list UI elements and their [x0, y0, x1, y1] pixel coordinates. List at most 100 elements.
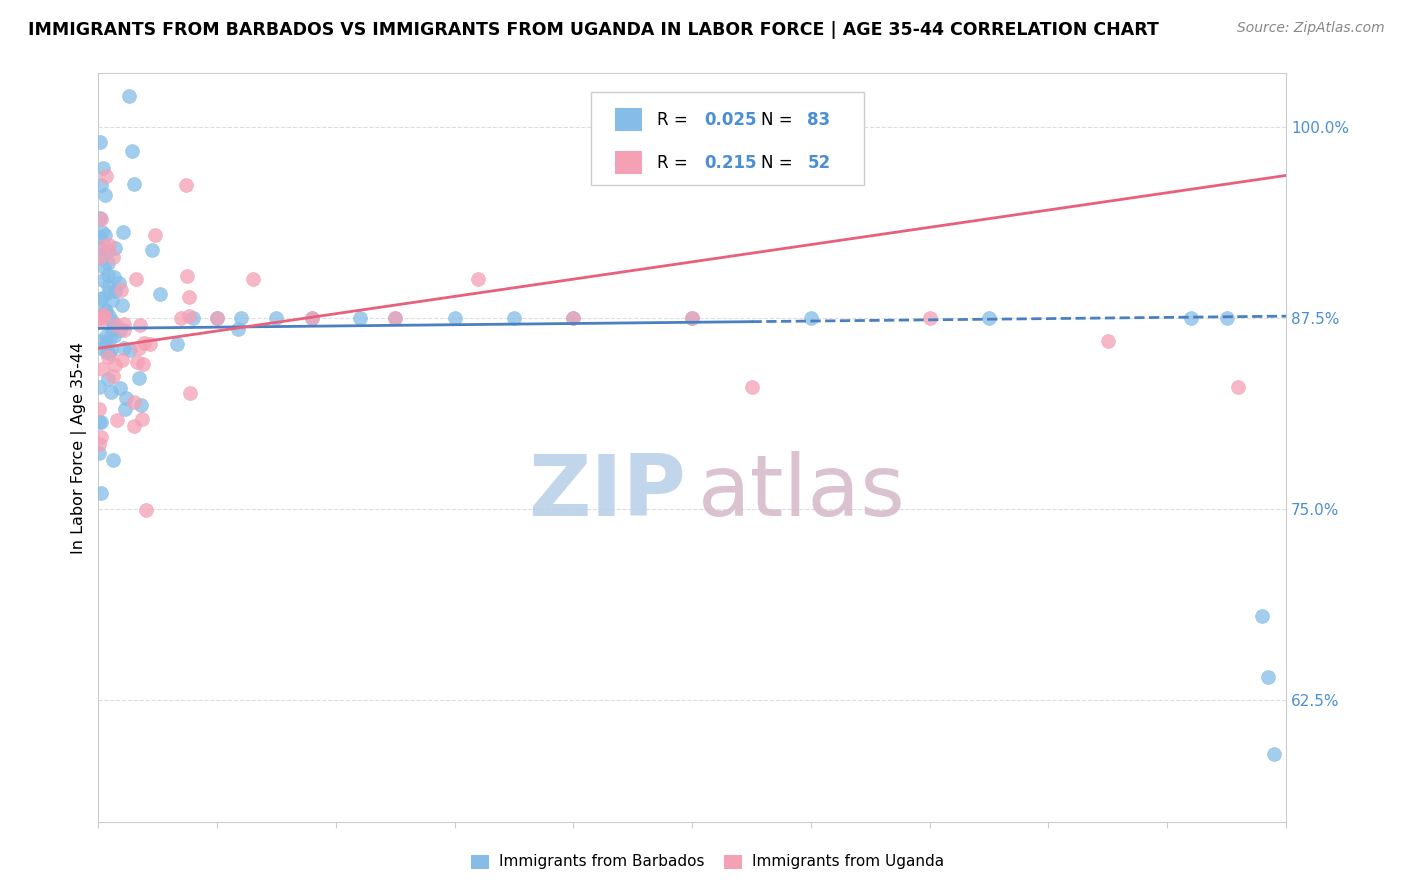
Point [115, 391, 138, 405]
Point [94, 303, 117, 318]
Text: Source: ZipAtlas.com: Source: ZipAtlas.com [1237, 21, 1385, 35]
Point [562, 310, 585, 325]
Point [170, 310, 193, 325]
Point [93, 273, 115, 287]
Point [176, 178, 198, 193]
Point [977, 310, 1000, 325]
Point [89, 437, 111, 451]
Point [91, 308, 114, 322]
Point [90, 485, 112, 500]
Point [89, 446, 111, 460]
Point [149, 286, 172, 301]
Point [96, 336, 118, 351]
Point [139, 336, 162, 351]
Point [110, 283, 132, 297]
Point [91, 308, 114, 322]
Point [134, 335, 156, 350]
Point [118, 89, 141, 103]
Point [100, 321, 122, 335]
Point [229, 310, 252, 325]
Point [97, 256, 120, 270]
Point [1257, 670, 1279, 684]
Point [112, 323, 135, 337]
Point [132, 357, 155, 371]
Point [121, 145, 143, 159]
Point [176, 268, 198, 283]
Point [89, 293, 111, 307]
Point [349, 310, 371, 325]
Point [135, 502, 157, 516]
Point [94, 303, 117, 318]
Point [100, 343, 122, 357]
Bar [614, 108, 643, 131]
Point [87, 415, 110, 429]
Point [128, 341, 150, 355]
Point [98, 309, 121, 323]
Point [1180, 310, 1202, 325]
Text: N =: N = [761, 111, 799, 128]
Point [93, 260, 115, 274]
Point [103, 269, 125, 284]
Point [122, 177, 145, 191]
Point [301, 310, 323, 325]
Point [94, 329, 117, 343]
Point [1215, 310, 1237, 325]
Point [89, 311, 111, 326]
Point [90, 178, 112, 193]
Point [89, 250, 111, 264]
Point [143, 227, 166, 242]
Point [97, 278, 120, 293]
Point [1263, 747, 1285, 761]
Point [108, 323, 131, 337]
Point [443, 310, 465, 325]
Point [91, 161, 114, 175]
Text: 83: 83 [807, 111, 831, 128]
Point [93, 309, 115, 323]
Point [242, 272, 264, 286]
Text: 0.215: 0.215 [704, 153, 756, 171]
Y-axis label: In Labor Force | Age 35-44: In Labor Force | Age 35-44 [72, 342, 87, 554]
Point [87, 230, 110, 244]
FancyBboxPatch shape [591, 92, 865, 186]
Point [503, 310, 526, 325]
Point [105, 413, 128, 427]
Text: R =: R = [657, 111, 693, 128]
Point [266, 310, 288, 325]
Point [226, 322, 249, 336]
Point [125, 271, 148, 285]
Point [101, 314, 124, 328]
Point [205, 310, 228, 325]
Point [96, 345, 118, 359]
Point [128, 371, 150, 385]
Point [131, 412, 153, 426]
Point [103, 369, 125, 384]
Point [89, 402, 111, 417]
Point [98, 285, 121, 300]
Text: ZIP: ZIP [529, 451, 686, 534]
Point [1097, 334, 1119, 348]
Point [89, 241, 111, 255]
Point [90, 429, 112, 443]
Point [97, 244, 120, 258]
Point [103, 321, 125, 335]
Point [384, 310, 406, 325]
Point [205, 310, 228, 325]
Point [114, 402, 136, 417]
Point [103, 329, 125, 343]
Point [100, 385, 122, 400]
Point [384, 310, 406, 325]
Point [177, 310, 200, 324]
Point [103, 251, 125, 265]
Point [918, 310, 941, 325]
Point [112, 341, 135, 355]
Point [104, 358, 127, 372]
Point [89, 334, 111, 348]
Text: 52: 52 [807, 153, 831, 171]
Point [89, 211, 111, 226]
Point [111, 353, 134, 368]
Point [179, 290, 201, 304]
Point [179, 386, 201, 401]
Point [124, 395, 146, 409]
Point [87, 380, 110, 394]
Point [112, 317, 135, 331]
